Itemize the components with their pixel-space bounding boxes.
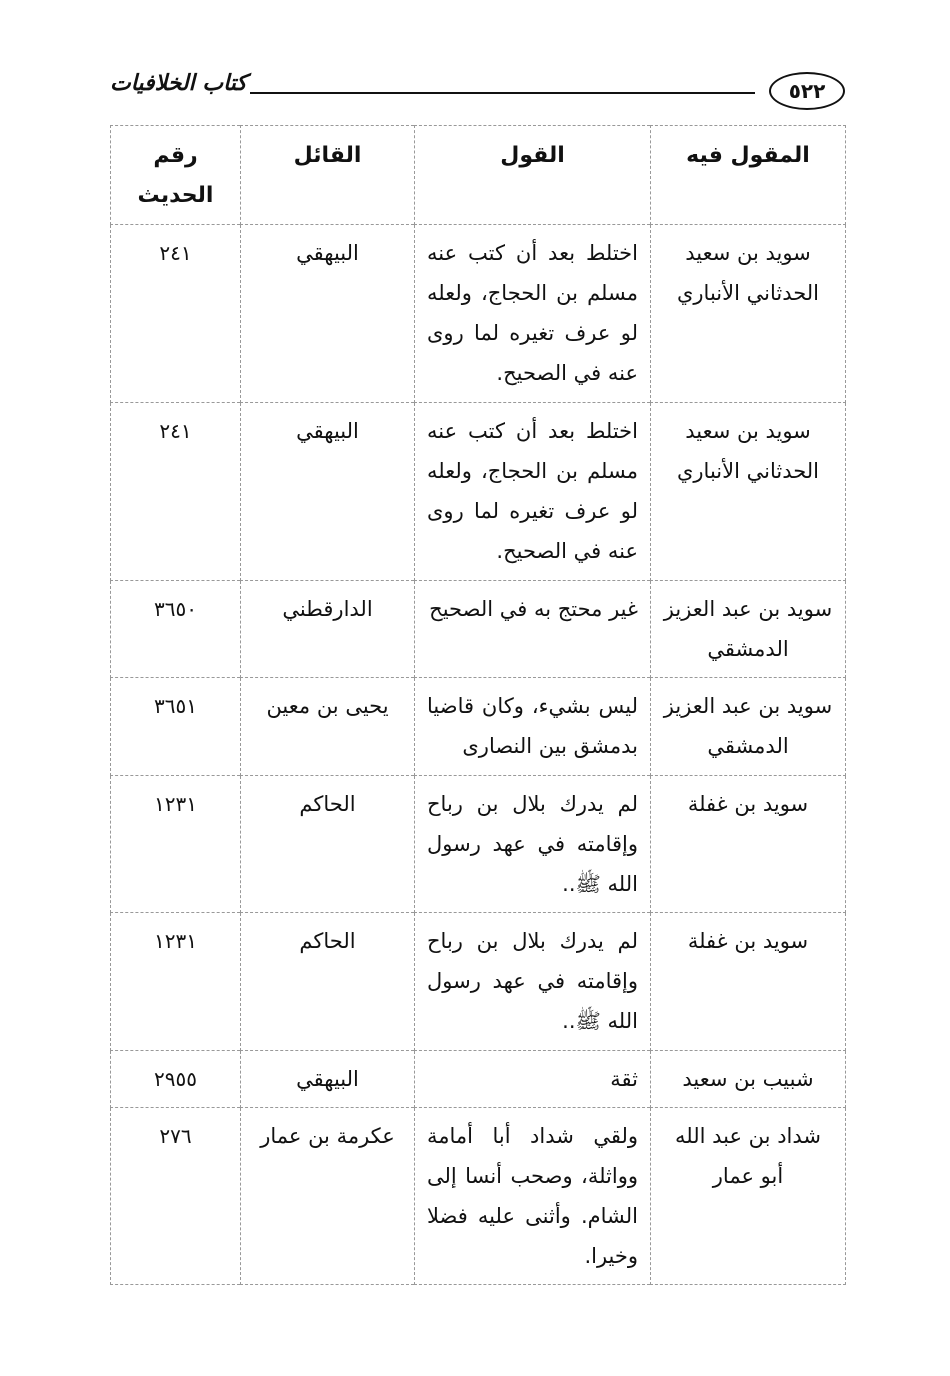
cell-hadith-no: ١٢٣١ <box>110 775 241 913</box>
cell-speaker: البيهقي <box>240 402 415 581</box>
col-header-hadith-no: رقم الحديث <box>110 125 241 225</box>
table-row: سويد بن عبد العزيز الدمشقي ليس بشيء، وكان… <box>110 677 846 776</box>
col-header-statement: القول <box>414 125 651 225</box>
table-row: سويد بن سعيد الحدثاني الأنباري اختلط بعد … <box>110 224 846 403</box>
cell-statement: ليس بشيء، وكان قاضيا بدمشق بين النصارى <box>414 677 651 776</box>
cell-hadith-no: ٣٦٥٠ <box>110 580 241 678</box>
table-row: شداد بن عبد الله أبو عمار ولقي شداد أبا أ… <box>110 1107 846 1285</box>
page-number: ٥٢٢ <box>769 72 845 110</box>
table-row: سويد بن غفلة لم يدرك بلال بن رباح وإقامته… <box>110 912 846 1051</box>
cell-hadith-no: ٢٤١ <box>110 224 241 403</box>
table-header-row: المقول فيه القول القائل رقم الحديث <box>110 125 846 225</box>
cell-statement: لم يدرك بلال بن رباح وإقامته في عهد رسول… <box>414 912 651 1051</box>
table-row: شبيب بن سعيد ثقة البيهقي ٢٩٥٥ <box>110 1050 846 1108</box>
header-rule <box>250 92 755 94</box>
cell-hadith-no: ١٢٣١ <box>110 912 241 1051</box>
cell-speaker: الحاكم <box>240 775 415 913</box>
cell-statement: اختلط بعد أن كتب عنه مسلم بن الحجاج، ولع… <box>414 224 651 403</box>
cell-subject: سويد بن سعيد الحدثاني الأنباري <box>650 402 846 581</box>
cell-subject: سويد بن عبد العزيز الدمشقي <box>650 677 846 776</box>
cell-statement: ولقي شداد أبا أمامة وواثلة، وصحب أنسا إل… <box>414 1107 651 1285</box>
table-row: سويد بن غفلة لم يدرك بلال بن رباح وإقامته… <box>110 775 846 913</box>
cell-hadith-no: ٢٤١ <box>110 402 241 581</box>
cell-speaker: الدارقطني <box>240 580 415 678</box>
table-row: سويد بن سعيد الحدثاني الأنباري اختلط بعد … <box>110 402 846 581</box>
cell-speaker: عكرمة بن عمار <box>240 1107 415 1285</box>
cell-hadith-no: ٣٦٥١ <box>110 677 241 776</box>
cell-subject: سويد بن غفلة <box>650 775 846 913</box>
cell-subject: سويد بن غفلة <box>650 912 846 1051</box>
col-header-subject: المقول فيه <box>650 125 846 225</box>
book-title: كتاب الخلافيات <box>110 70 247 96</box>
table-row: سويد بن عبد العزيز الدمشقي غير محتج به في… <box>110 580 846 678</box>
page-header: كتاب الخلافيات ٥٢٢ <box>110 70 845 110</box>
cell-statement: ثقة <box>414 1050 651 1108</box>
cell-speaker: يحيى بن معين <box>240 677 415 776</box>
cell-subject: شبيب بن سعيد <box>650 1050 846 1108</box>
cell-speaker: البيهقي <box>240 224 415 403</box>
cell-statement: اختلط بعد أن كتب عنه مسلم بن الحجاج، ولع… <box>414 402 651 581</box>
cell-subject: شداد بن عبد الله أبو عمار <box>650 1107 846 1285</box>
cell-statement: غير محتج به في الصحيح <box>414 580 651 678</box>
col-header-speaker: القائل <box>240 125 415 225</box>
cell-statement: لم يدرك بلال بن رباح وإقامته في عهد رسول… <box>414 775 651 913</box>
cell-subject: سويد بن سعيد الحدثاني الأنباري <box>650 224 846 403</box>
cell-hadith-no: ٢٧٦ <box>110 1107 241 1285</box>
cell-hadith-no: ٢٩٥٥ <box>110 1050 241 1108</box>
narrators-table: المقول فيه القول القائل رقم الحديث سويد … <box>110 125 846 1285</box>
cell-subject: سويد بن عبد العزيز الدمشقي <box>650 580 846 678</box>
cell-speaker: البيهقي <box>240 1050 415 1108</box>
cell-speaker: الحاكم <box>240 912 415 1051</box>
